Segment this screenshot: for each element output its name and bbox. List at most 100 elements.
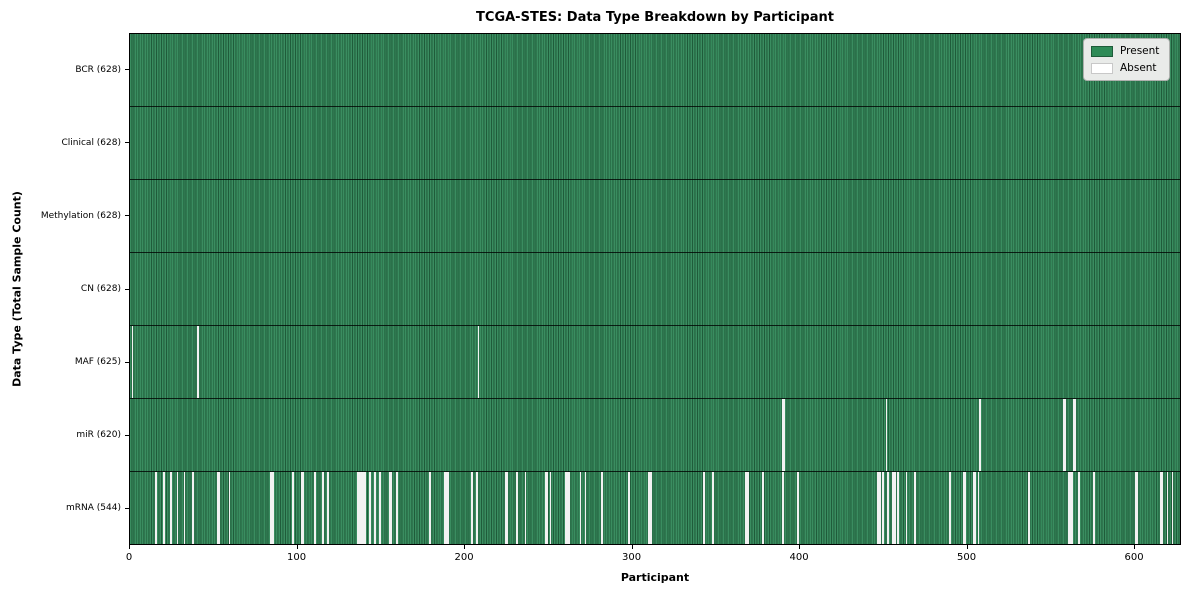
absent-strip bbox=[300, 472, 303, 544]
absent-strip bbox=[977, 472, 980, 544]
absent-strip bbox=[1072, 399, 1075, 471]
absent-strip bbox=[357, 472, 360, 544]
x-tick-label-0: 0 bbox=[125, 552, 133, 563]
absent-strip bbox=[516, 472, 518, 544]
absent-strip bbox=[782, 472, 784, 544]
x-tick-mark bbox=[799, 545, 801, 549]
y-tick-mark bbox=[125, 288, 129, 290]
absent-strip bbox=[270, 472, 273, 544]
absent-strip bbox=[972, 472, 975, 544]
absent-strip bbox=[359, 472, 361, 544]
absent-strip bbox=[1071, 472, 1073, 544]
absent-strip bbox=[885, 399, 888, 471]
absent-strip bbox=[218, 472, 221, 544]
plot-area bbox=[129, 33, 1181, 545]
absent-strip bbox=[782, 399, 784, 471]
absent-strip bbox=[292, 472, 294, 544]
absent-strip bbox=[191, 472, 194, 544]
absent-strip bbox=[962, 472, 965, 544]
x-tick-mark bbox=[464, 545, 466, 549]
heatmap-row-clinical bbox=[130, 107, 1180, 180]
heatmap-row-maf bbox=[130, 326, 1180, 399]
absent-strip bbox=[649, 472, 652, 544]
y-tick-label-cn: CN (628) bbox=[80, 284, 121, 294]
heatmap-row-cn bbox=[130, 253, 1180, 326]
absent-strip bbox=[894, 472, 896, 544]
x-tick-label-400: 400 bbox=[789, 552, 809, 563]
y-tick-mark bbox=[125, 215, 129, 217]
absent-strip bbox=[601, 472, 604, 544]
absent-strip bbox=[546, 472, 548, 544]
y-tick-mark bbox=[125, 142, 129, 144]
y-tick-label-methylation: Methylation (628) bbox=[40, 210, 121, 221]
absent-strip bbox=[447, 472, 450, 544]
absent-strip bbox=[1161, 472, 1164, 544]
absent-strip bbox=[155, 472, 157, 544]
absent-strip bbox=[429, 472, 431, 544]
heatmap-row-bcr bbox=[130, 34, 1180, 107]
absent-strip bbox=[1078, 472, 1080, 544]
absent-strip bbox=[364, 472, 366, 544]
absent-strip bbox=[1069, 472, 1072, 544]
absent-strip bbox=[369, 472, 371, 544]
y-tick-mark bbox=[125, 69, 129, 71]
heatmap-row-mir bbox=[130, 399, 1180, 472]
absent-strip bbox=[327, 472, 329, 544]
absent-strip bbox=[783, 399, 786, 471]
y-tick-label-bcr: BCR (628) bbox=[75, 64, 121, 75]
x-tick-label-200: 200 bbox=[454, 552, 474, 563]
absent-strip bbox=[1093, 472, 1095, 544]
absent-strip bbox=[905, 472, 908, 544]
absent-strip bbox=[313, 472, 316, 544]
y-tick-mark bbox=[125, 507, 129, 509]
legend-label: Present bbox=[1120, 45, 1160, 57]
absent-strip bbox=[477, 326, 480, 398]
absent-strip bbox=[568, 472, 570, 544]
absent-strip bbox=[1166, 472, 1169, 544]
absent-strip bbox=[506, 472, 508, 544]
absent-strip bbox=[579, 472, 582, 544]
x-tick-mark bbox=[296, 545, 298, 549]
absent-strip bbox=[914, 472, 916, 544]
absent-strip bbox=[362, 472, 365, 544]
absent-strip bbox=[746, 472, 749, 544]
absent-strip bbox=[360, 472, 363, 544]
absent-strip bbox=[648, 472, 650, 544]
x-tick-mark bbox=[966, 545, 968, 549]
absent-strip bbox=[1136, 472, 1139, 544]
absent-strip bbox=[390, 472, 393, 544]
absent-strip bbox=[374, 472, 376, 544]
x-tick-label-300: 300 bbox=[622, 552, 642, 563]
absent-strip bbox=[628, 472, 630, 544]
absent-strip bbox=[584, 472, 587, 544]
x-tick-mark bbox=[129, 545, 130, 549]
absent-strip bbox=[302, 472, 304, 544]
absent-strip bbox=[797, 472, 799, 544]
absent-strip bbox=[504, 472, 507, 544]
legend-item-absent: Absent bbox=[1091, 62, 1159, 74]
absent-strip bbox=[1134, 472, 1137, 544]
absent-strip bbox=[322, 472, 324, 544]
heatmap-row-mrna bbox=[130, 472, 1180, 544]
absent-strip bbox=[524, 472, 527, 544]
absent-strip bbox=[566, 472, 569, 544]
absent-strip bbox=[703, 472, 706, 544]
absent-strip bbox=[1074, 399, 1077, 471]
absent-strip bbox=[1171, 472, 1174, 544]
absent-strip bbox=[446, 472, 448, 544]
absent-strip bbox=[949, 472, 951, 544]
absent-strip bbox=[564, 472, 567, 544]
x-tick-label-600: 600 bbox=[1124, 552, 1144, 563]
legend-label: Absent bbox=[1120, 62, 1157, 74]
absent-strip bbox=[183, 472, 186, 544]
absent-strip bbox=[163, 472, 166, 544]
absent-strip bbox=[176, 472, 179, 544]
absent-strip bbox=[471, 472, 473, 544]
absent-strip bbox=[131, 326, 134, 398]
y-tick-label-mir: miR (620) bbox=[76, 430, 121, 441]
absent-strip bbox=[196, 326, 199, 398]
absent-strip bbox=[228, 472, 231, 544]
absent-strip bbox=[711, 472, 714, 544]
absent-strip bbox=[549, 472, 552, 544]
